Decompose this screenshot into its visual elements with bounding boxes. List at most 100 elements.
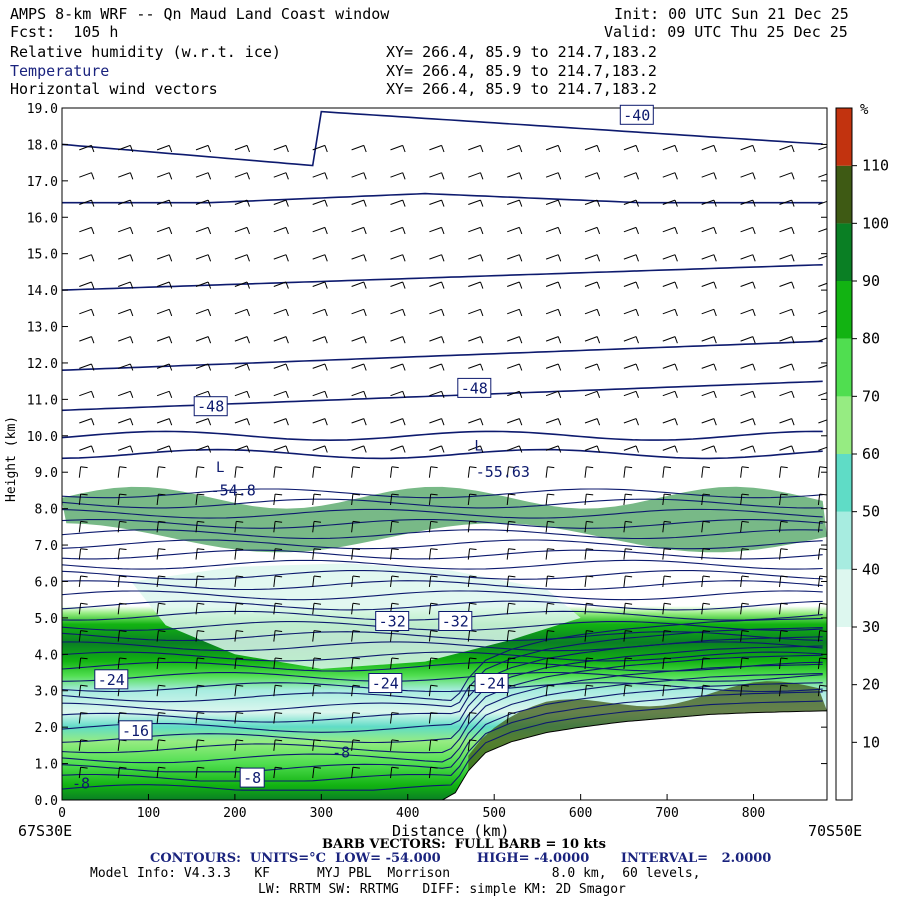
plot-area <box>62 108 833 800</box>
isotherm-line <box>62 488 823 499</box>
wind-barb <box>506 494 509 506</box>
wind-barb <box>156 308 170 315</box>
wind-barb-flag <box>207 363 212 371</box>
wind-barb <box>273 630 276 642</box>
isotherm-line <box>62 663 823 754</box>
wind-barb <box>584 418 598 424</box>
wind-barb <box>817 521 821 533</box>
wind-barb <box>273 308 287 315</box>
wind-barb <box>156 575 159 587</box>
wind-barb-flag <box>702 684 710 687</box>
wind-barb-flag <box>236 739 244 742</box>
wind-barb <box>79 308 92 315</box>
wind-barb <box>701 226 715 233</box>
wind-barb <box>740 390 753 397</box>
y-tick-label: 0.0 <box>35 794 58 809</box>
wind-barb-flag <box>741 575 749 578</box>
wind-barb-flag <box>780 657 788 660</box>
wind-barb <box>351 226 364 233</box>
wind-barb-flag <box>518 254 523 262</box>
wind-barb <box>273 172 287 178</box>
isotherm-line <box>62 631 823 642</box>
wind-barb-flag <box>831 364 833 371</box>
wind-barb-flag <box>91 391 95 398</box>
wind-barb <box>195 657 198 669</box>
wind-barb-flag <box>674 363 678 371</box>
wind-barb-flag <box>674 391 678 398</box>
wind-barb <box>312 739 315 751</box>
wind-barb <box>195 630 198 642</box>
wind-barb-flag <box>285 172 289 180</box>
wind-barb <box>701 685 704 697</box>
wind-barb-flag <box>352 766 360 769</box>
wind-barb-flag <box>246 172 250 180</box>
wind-barb <box>351 548 354 560</box>
wind-barb-flag <box>391 712 399 714</box>
wind-barb-flag <box>430 466 438 469</box>
wind-barb-flag <box>741 684 749 687</box>
x-tick-label: 500 <box>482 806 505 821</box>
wind-barb <box>428 603 432 615</box>
wind-barb <box>273 336 287 342</box>
y-tick-label: 2.0 <box>35 721 58 736</box>
wind-barb <box>468 226 481 233</box>
wind-barb-flag <box>713 391 717 398</box>
contour-label: -55.63 <box>476 463 530 481</box>
wind-barb-flag <box>752 391 756 398</box>
wind-barb <box>623 390 637 397</box>
wind-barb <box>390 739 393 751</box>
wind-barb-flag <box>352 548 360 550</box>
contour-label-box <box>457 377 492 398</box>
wind-barb-flag <box>80 684 88 687</box>
wind-barb-flag <box>664 602 672 605</box>
wind-barb <box>273 226 287 233</box>
wind-barb <box>506 630 509 642</box>
wind-barb <box>779 199 792 205</box>
wind-barb <box>623 172 637 178</box>
y-tick-label: 7.0 <box>35 539 58 554</box>
wind-barb-flag <box>713 199 717 207</box>
y-tick-label: 4.0 <box>35 648 58 663</box>
wind-barb-flag <box>441 227 445 235</box>
wind-barb <box>273 767 276 779</box>
wind-barb-flag <box>752 145 756 153</box>
wind-barb-flag <box>275 520 283 523</box>
isotherm-line <box>62 529 823 540</box>
wind-barb <box>662 445 676 451</box>
wind-barb-flag <box>246 445 250 453</box>
wind-barb <box>156 226 170 233</box>
wind-barb <box>779 657 782 669</box>
wind-barb <box>623 685 626 697</box>
wind-barb <box>779 603 782 615</box>
wind-barb-flag <box>674 336 678 344</box>
wind-barb <box>506 521 509 533</box>
wind-barb-flag <box>430 630 438 632</box>
wind-barb <box>195 466 198 478</box>
wind-barb <box>312 685 315 697</box>
wind-barb-flag <box>441 309 445 317</box>
colorbar-label: 60 <box>862 445 880 463</box>
x-tick-label: 700 <box>655 806 678 821</box>
wind-barb-flag <box>664 466 672 469</box>
wind-barb-flag <box>819 630 827 632</box>
wind-barb-flag <box>480 336 484 344</box>
wind-barb-flag <box>129 336 134 344</box>
contour-label-box <box>94 669 129 690</box>
wind-barb <box>623 445 637 451</box>
wind-barb <box>390 336 403 342</box>
wind-barb-flag <box>275 657 283 660</box>
wind-barb-flag <box>313 520 322 523</box>
wind-barb <box>428 712 432 724</box>
wind-barb <box>117 603 120 615</box>
wind-barb-flag <box>158 684 166 687</box>
wind-barb-flag <box>402 363 406 371</box>
wind-barb <box>818 228 827 233</box>
wind-barb <box>701 308 715 315</box>
wind-barb <box>156 336 170 342</box>
wind-barb-flag <box>363 281 367 289</box>
wind-barb <box>468 254 481 260</box>
wind-barb <box>507 226 520 233</box>
wind-barb-flag <box>557 445 562 453</box>
colorbar-bin <box>836 338 852 397</box>
wind-barb-flag <box>441 254 445 262</box>
